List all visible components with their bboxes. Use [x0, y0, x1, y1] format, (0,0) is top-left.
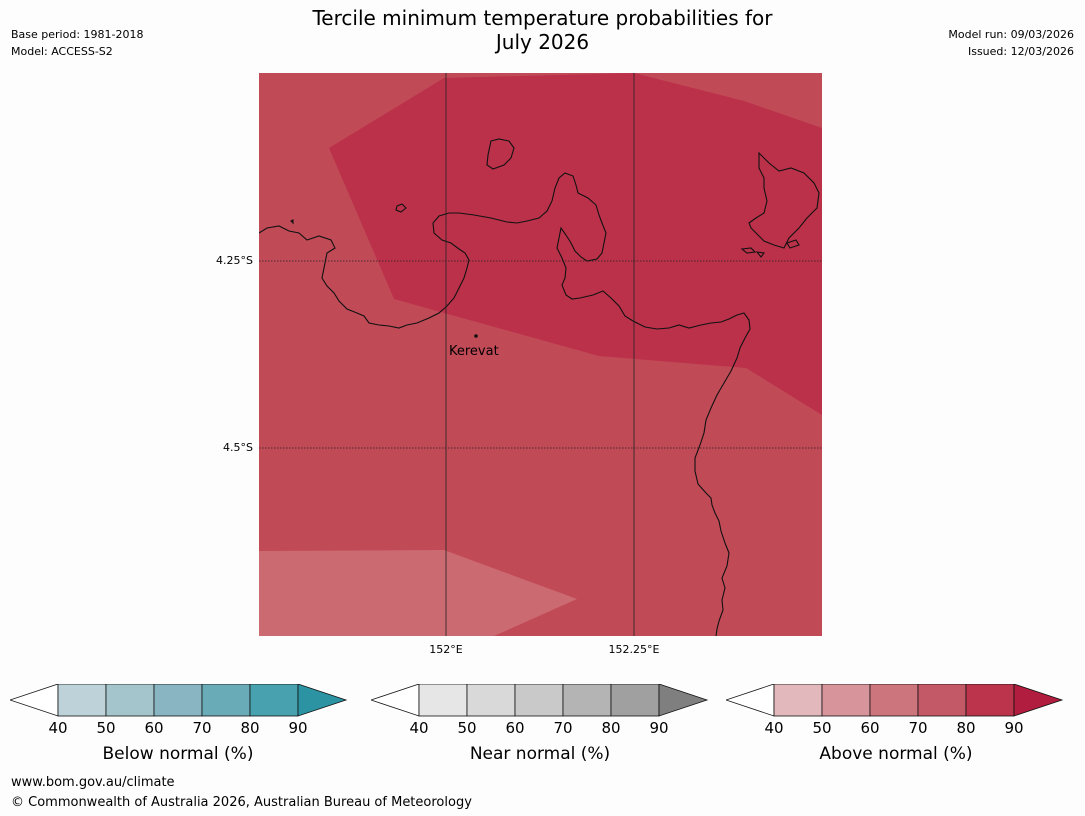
below-tick-90: 90: [288, 719, 308, 737]
near-segment-0: [418, 683, 468, 717]
coastline: [258, 138, 820, 637]
island-east-large: [748, 151, 820, 249]
colorbar-above-svg: [724, 683, 1064, 717]
island-north: [486, 138, 515, 170]
near-segment-4: [610, 683, 660, 717]
near-tick-60: 60: [505, 719, 525, 737]
lat-label-4-5: 4.5°S: [223, 441, 253, 454]
island-east-small-1: [740, 247, 757, 254]
colorbar-title-above: Above normal (%): [819, 744, 973, 764]
island-east-small-3: [786, 239, 800, 249]
near-tick-90: 90: [649, 719, 669, 737]
below-tick-60: 60: [144, 719, 164, 737]
lon-label-152-25: 152.25°E: [608, 643, 660, 656]
gridlines: [259, 73, 822, 636]
model-run: Model run: 09/03/2026: [948, 28, 1074, 41]
footer-copyright: © Commonwealth of Australia 2026, Austra…: [11, 795, 472, 810]
above-segment-2: [869, 683, 919, 717]
near-tick-70: 70: [553, 719, 573, 737]
islet-small: [395, 203, 407, 213]
footer-url: www.bom.gov.au/climate: [11, 775, 175, 790]
colorbar-below-svg: [8, 683, 348, 717]
title-line-2: July 2026: [495, 30, 590, 54]
near-extend-low: [369, 683, 420, 717]
below-extend-low: [8, 683, 59, 717]
above-segment-0: [773, 683, 823, 717]
colorbar-above-normal: [724, 683, 1066, 724]
below-segment-0: [57, 683, 107, 717]
below-segment-4: [249, 683, 299, 717]
near-extend-high: [658, 683, 709, 717]
above-extend-high: [1013, 683, 1064, 717]
islet-dot: [290, 219, 294, 225]
town-marker-kerevat: [474, 334, 478, 338]
lat-label-4-25: 4.25°S: [216, 254, 253, 267]
colorbar-title-near: Near normal (%): [469, 744, 611, 764]
map-svg: Kerevat: [258, 73, 822, 637]
above-segment-3: [917, 683, 967, 717]
above-tick-90: 90: [1004, 719, 1024, 737]
above-tick-70: 70: [908, 719, 928, 737]
above-tick-80: 80: [956, 719, 976, 737]
probability-80-90-region: [329, 73, 822, 415]
above-segment-1: [821, 683, 871, 717]
town-label-kerevat: Kerevat: [449, 344, 499, 359]
near-segment-2: [514, 683, 564, 717]
below-tick-80: 80: [240, 719, 260, 737]
below-extend-high: [297, 683, 348, 717]
probability-60-70-region: [259, 550, 577, 636]
issued-date: Issued: 12/03/2026: [967, 45, 1074, 58]
above-segment-4: [965, 683, 1015, 717]
below-tick-50: 50: [96, 719, 116, 737]
near-tick-80: 80: [601, 719, 621, 737]
base-period: Base period: 1981-2018: [11, 28, 144, 41]
colorbar-near-svg: [369, 683, 709, 717]
meta-left: Base period: 1981-2018 Model: ACCESS-S2: [11, 26, 143, 60]
below-segment-1: [105, 683, 155, 717]
map-title: Tercile minimum temperature probabilitie…: [0, 6, 1085, 54]
near-tick-40: 40: [409, 719, 429, 737]
above-tick-50: 50: [812, 719, 832, 737]
above-extend-low: [724, 683, 775, 717]
below-segment-2: [153, 683, 203, 717]
colorbar-title-below: Below normal (%): [102, 744, 254, 764]
model-name: Model: ACCESS-S2: [11, 45, 113, 58]
lon-label-152: 152°E: [429, 643, 463, 656]
above-tick-60: 60: [860, 719, 880, 737]
near-tick-50: 50: [457, 719, 477, 737]
colorbar-below-normal: [8, 683, 350, 724]
below-tick-40: 40: [48, 719, 68, 737]
below-segment-3: [201, 683, 251, 717]
meta-right: Model run: 09/03/2026 Issued: 12/03/2026: [948, 26, 1074, 60]
title-line-1: Tercile minimum temperature probabilitie…: [312, 6, 773, 30]
island-east-small-2: [755, 251, 765, 258]
coastline-mainland: [258, 172, 751, 637]
map-panel: Kerevat: [258, 73, 822, 637]
near-segment-1: [466, 683, 516, 717]
below-tick-70: 70: [192, 719, 212, 737]
above-tick-40: 40: [764, 719, 784, 737]
near-segment-3: [562, 683, 612, 717]
colorbar-near-normal: [369, 683, 711, 724]
